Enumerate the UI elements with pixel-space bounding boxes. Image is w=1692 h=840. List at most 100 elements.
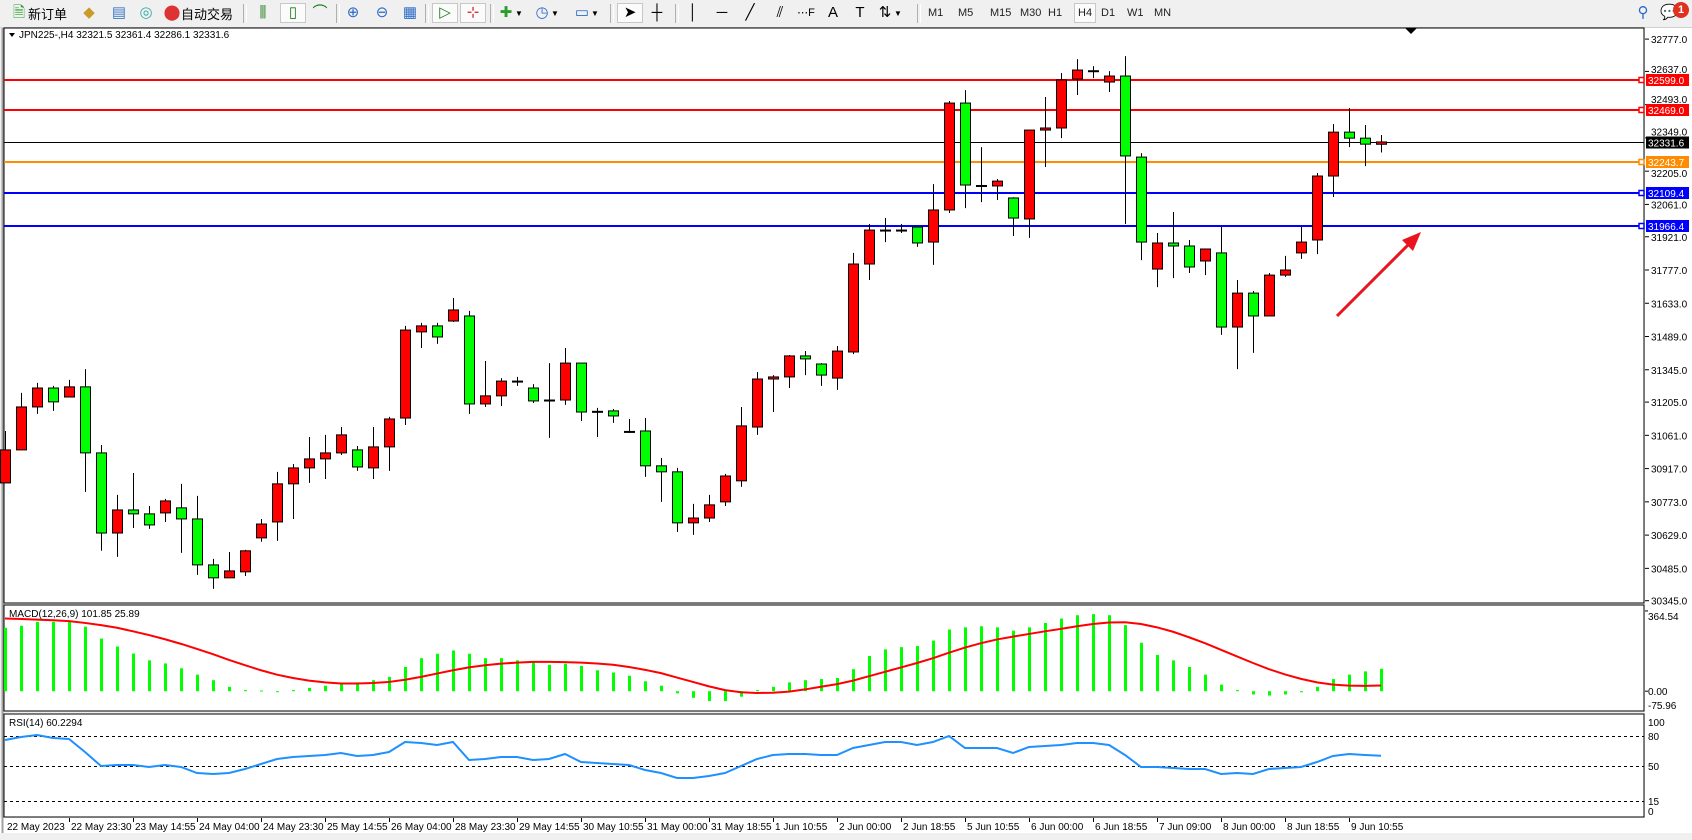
candle[interactable] bbox=[160, 498, 171, 522]
candle[interactable] bbox=[784, 354, 795, 389]
candle[interactable] bbox=[736, 406, 747, 487]
candle[interactable] bbox=[656, 457, 667, 502]
candle[interactable] bbox=[352, 445, 363, 471]
timeframe-d1[interactable]: D1 bbox=[1101, 7, 1116, 19]
candle[interactable] bbox=[368, 427, 379, 479]
candle[interactable] bbox=[944, 100, 955, 213]
candle[interactable] bbox=[320, 434, 331, 479]
candle[interactable] bbox=[0, 430, 11, 484]
level-handle[interactable] bbox=[1638, 76, 1645, 84]
price-pane[interactable] bbox=[3, 27, 1645, 604]
candle[interactable] bbox=[384, 416, 395, 471]
candle[interactable] bbox=[1248, 291, 1259, 353]
candle[interactable] bbox=[800, 351, 811, 376]
candle[interactable] bbox=[880, 218, 891, 243]
candle[interactable] bbox=[192, 495, 203, 575]
candle[interactable] bbox=[560, 348, 571, 405]
candle[interactable] bbox=[848, 252, 859, 355]
macd-pane[interactable] bbox=[3, 604, 1645, 712]
candle[interactable] bbox=[304, 436, 315, 483]
zoom-in-button[interactable]: ⊕ bbox=[344, 3, 362, 23]
candle[interactable] bbox=[1264, 273, 1275, 317]
candle[interactable] bbox=[1360, 124, 1371, 167]
new-chart-button[interactable]: ✚ ▼ bbox=[497, 3, 523, 23]
candle[interactable] bbox=[512, 376, 523, 386]
candle[interactable] bbox=[1328, 124, 1339, 198]
timeframe-m30[interactable]: M30 bbox=[1020, 7, 1042, 19]
candle[interactable] bbox=[336, 427, 347, 455]
candle[interactable] bbox=[768, 375, 779, 413]
candle[interactable] bbox=[48, 385, 59, 411]
candle[interactable] bbox=[640, 418, 651, 477]
cursor-button[interactable]: ➤ bbox=[617, 3, 643, 23]
level-handle[interactable] bbox=[1638, 222, 1645, 230]
candle[interactable] bbox=[496, 378, 507, 407]
candle[interactable] bbox=[1376, 135, 1387, 153]
templates-button[interactable]: ▭ ▼ bbox=[573, 3, 599, 23]
tile-windows-button[interactable]: ▦ bbox=[401, 3, 419, 23]
candle[interactable] bbox=[480, 360, 491, 407]
level-handle[interactable] bbox=[1638, 158, 1645, 166]
chart-shift-marker[interactable] bbox=[1405, 28, 1417, 34]
candle[interactable] bbox=[448, 297, 459, 322]
candle[interactable] bbox=[704, 494, 715, 522]
timeframe-m15[interactable]: M15 bbox=[990, 7, 1012, 19]
search-button[interactable]: ⚲ bbox=[1634, 3, 1652, 23]
candle[interactable] bbox=[176, 483, 187, 553]
candle[interactable] bbox=[752, 372, 763, 435]
candle[interactable] bbox=[1168, 212, 1179, 279]
candle[interactable] bbox=[1344, 108, 1355, 148]
chart-shift-button[interactable]: ⊹ bbox=[460, 3, 486, 23]
candle[interactable] bbox=[64, 379, 75, 398]
candle[interactable] bbox=[608, 409, 619, 423]
timeframe-mn[interactable]: MN bbox=[1154, 7, 1172, 19]
candle[interactable] bbox=[960, 90, 971, 209]
candle[interactable] bbox=[1104, 71, 1115, 92]
candle[interactable] bbox=[576, 362, 587, 422]
time-axis[interactable] bbox=[0, 818, 1692, 833]
candle[interactable] bbox=[112, 494, 123, 557]
candle[interactable] bbox=[1088, 66, 1099, 79]
candle[interactable] bbox=[288, 463, 299, 519]
candle[interactable] bbox=[432, 322, 443, 344]
periods-button[interactable]: ◷ ▼ bbox=[533, 3, 558, 23]
candle[interactable] bbox=[528, 384, 539, 404]
candle[interactable] bbox=[672, 467, 683, 532]
level-handle[interactable] bbox=[1638, 189, 1645, 197]
candle[interactable] bbox=[144, 506, 155, 529]
auto-scroll-button[interactable]: ▷ bbox=[432, 3, 458, 23]
candle[interactable] bbox=[272, 471, 283, 541]
candle[interactable] bbox=[1184, 239, 1195, 274]
candle[interactable] bbox=[1216, 227, 1227, 335]
candle[interactable] bbox=[1024, 129, 1035, 238]
candle[interactable] bbox=[992, 179, 1003, 201]
trend-arrow[interactable] bbox=[1335, 232, 1421, 318]
candle[interactable] bbox=[240, 549, 251, 576]
candle[interactable] bbox=[400, 325, 411, 425]
candle[interactable] bbox=[832, 345, 843, 390]
market-watch-button[interactable]: ◆ bbox=[80, 3, 98, 23]
candle[interactable] bbox=[928, 184, 939, 265]
candle[interactable] bbox=[1152, 233, 1163, 288]
candle[interactable] bbox=[624, 418, 635, 434]
arrows-button[interactable]: ⇅ ▼ bbox=[876, 3, 902, 23]
candlestick-button[interactable]: ▯ bbox=[280, 3, 306, 23]
candle[interactable] bbox=[464, 310, 475, 414]
timeframe-m5[interactable]: M5 bbox=[958, 7, 974, 19]
candle[interactable] bbox=[1296, 227, 1307, 259]
candle[interactable] bbox=[1040, 97, 1051, 168]
candle[interactable] bbox=[128, 472, 139, 528]
candle[interactable] bbox=[16, 392, 27, 451]
candle[interactable] bbox=[208, 558, 219, 589]
candle[interactable] bbox=[864, 224, 875, 280]
text-button[interactable]: A bbox=[824, 3, 842, 23]
candle[interactable] bbox=[688, 503, 699, 535]
new-order-button[interactable]: 🗎 新订单 bbox=[10, 3, 67, 23]
candle[interactable] bbox=[720, 473, 731, 507]
candle[interactable] bbox=[256, 518, 267, 542]
candle[interactable] bbox=[896, 224, 907, 234]
trendline-button[interactable]: ╱ bbox=[741, 3, 759, 23]
candle[interactable] bbox=[1056, 73, 1067, 139]
rsi-pane[interactable] bbox=[3, 713, 1645, 818]
text-label-button[interactable]: T bbox=[851, 3, 869, 23]
